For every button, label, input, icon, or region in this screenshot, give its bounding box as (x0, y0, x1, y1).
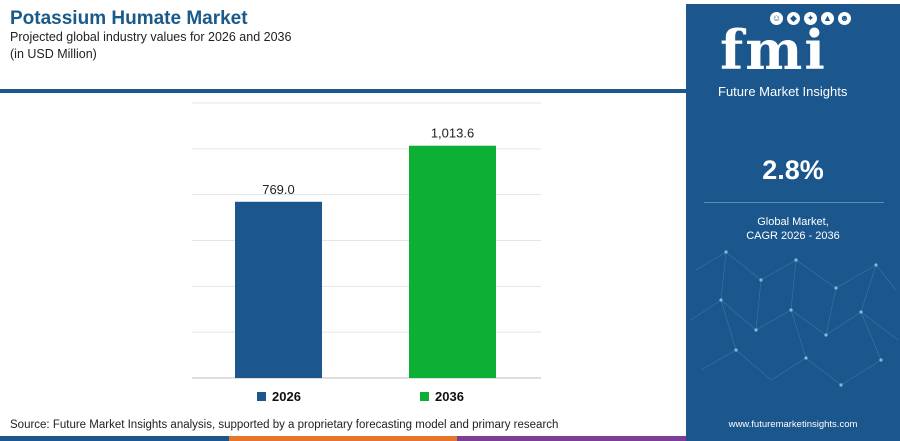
cagr-label: Global Market, CAGR 2026 - 2036 (686, 215, 900, 243)
side-panel-top-line (686, 0, 900, 4)
logo-mark: fmi (720, 18, 827, 82)
network-decoration (690, 250, 899, 387)
subtitle-line-2: (in USD Million) (10, 47, 97, 61)
footer-segment-orange (228, 436, 458, 441)
cagr-divider (704, 202, 884, 203)
legend-label-2026: 2026 (272, 389, 301, 404)
chart-legend: 2026 2036 (0, 389, 686, 407)
source-note: Source: Future Market Insights analysis,… (10, 419, 559, 431)
cagr-label-line-1: Global Market, (757, 216, 829, 228)
website-link[interactable]: www.futuremarketinsights.com (728, 419, 858, 430)
grain-icon: ✦ (804, 12, 817, 25)
footer-color-bar (0, 436, 687, 441)
people-icon: ☺ (770, 12, 783, 25)
bar-2026 (235, 201, 322, 378)
logo-icons: ☺ ◆ ✦ ▲ ☻ (770, 12, 851, 25)
cagr-value: 2.8% (762, 155, 824, 185)
legend-item-2036: 2036 (420, 389, 464, 404)
footer-segment-blue (0, 436, 229, 441)
legend-swatch-2036 (420, 392, 429, 401)
fmi-logo: ☺ ◆ ✦ ▲ ☻ fmi Future Market Insights (714, 12, 874, 102)
cagr-label-line-2: CAGR 2026 - 2036 (746, 230, 840, 242)
legend-item-2026: 2026 (257, 389, 301, 404)
chart-title: Potassium Humate Market (10, 8, 248, 29)
person-icon: ☻ (838, 12, 851, 25)
data-label-2036: 1,013.6 (431, 126, 474, 141)
bar-2036 (409, 145, 496, 378)
chart-area: 769.0 1,013.6 (0, 93, 686, 413)
bar-chart: 769.0 1,013.6 (192, 102, 541, 379)
logo-text: Future Market Insights (718, 84, 848, 99)
chart-subtitle: Projected global industry values for 202… (10, 29, 291, 63)
subtitle-line-1: Projected global industry values for 202… (10, 30, 292, 44)
legend-label-2036: 2036 (435, 389, 464, 404)
data-label-2026: 769.0 (262, 182, 295, 197)
side-panel: ☺ ◆ ✦ ▲ ☻ fmi Future Market Insights 2.8… (686, 0, 900, 441)
footer-segment-purple (457, 436, 687, 441)
fish-icon: ◆ (787, 12, 800, 25)
legend-swatch-2026 (257, 392, 266, 401)
header-divider (0, 89, 686, 93)
flask-icon: ▲ (821, 12, 834, 25)
